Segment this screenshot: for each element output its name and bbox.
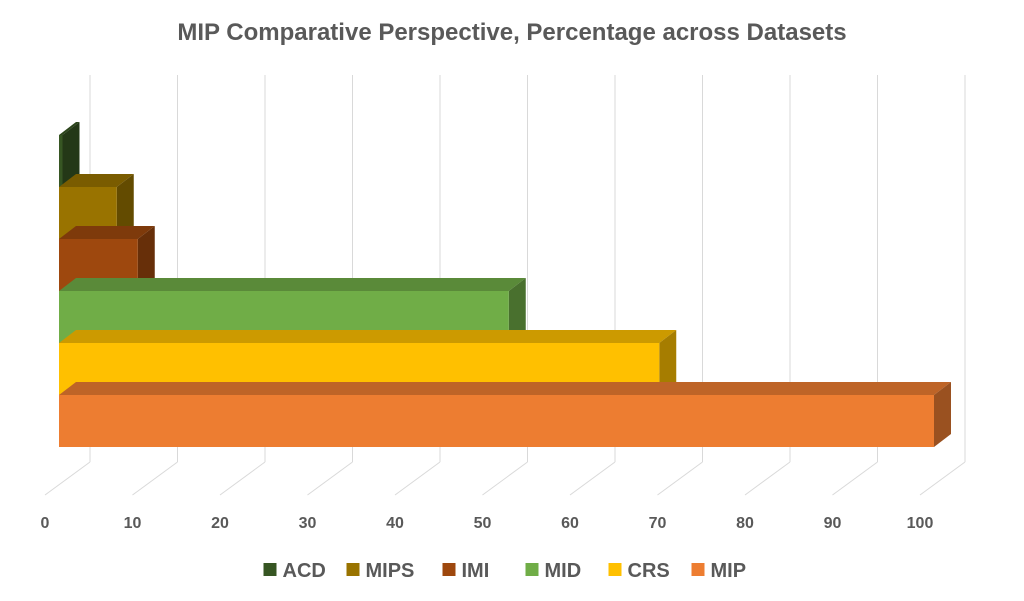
bar-top-face (59, 174, 134, 187)
legend-label: MID (545, 560, 582, 582)
bar-side-face (116, 174, 134, 239)
x-tick-label: 20 (211, 515, 229, 532)
x-tick-label: 40 (386, 515, 404, 532)
floor-gridline (569, 461, 616, 496)
floor-gridline (657, 461, 703, 496)
x-tick-label: 90 (824, 515, 842, 532)
legend-item-mid: MID (525, 560, 582, 582)
x-tick-label: 60 (561, 515, 579, 532)
legend-label: CRS (628, 560, 670, 582)
bar-top-face (59, 122, 80, 135)
legend-item-acd: ACD (263, 560, 326, 582)
floor-gridline (832, 461, 878, 496)
legend-label: IMI (462, 560, 490, 582)
legend-item-mip: MIP (691, 560, 747, 582)
bar-acd (59, 122, 80, 187)
floor-gridline (482, 461, 528, 496)
bar-front-face (59, 135, 63, 187)
legend-label: ACD (283, 560, 326, 582)
legend-swatch (525, 563, 539, 576)
x-tick-label: 100 (907, 515, 934, 532)
bar-side-face (659, 330, 677, 395)
legend-swatch (691, 563, 705, 576)
bar-top-face (59, 382, 951, 395)
legend-swatch (442, 563, 456, 576)
floor-gridline (744, 461, 791, 496)
bar-side-face (137, 226, 155, 291)
x-tick-label: 30 (299, 515, 317, 532)
floor-gridline (919, 461, 966, 496)
x-tick-label: 10 (124, 515, 142, 532)
floor-gridline (307, 461, 353, 496)
bar-mip (59, 382, 951, 447)
floor-gridline (132, 461, 178, 496)
bar-top-face (59, 226, 155, 239)
floor-gridline (44, 461, 91, 496)
legend-item-imi: IMI (442, 560, 490, 582)
legend-item-crs: CRS (608, 560, 670, 582)
legend-swatch (608, 563, 622, 576)
x-tick-label: 50 (474, 515, 492, 532)
floor-gridline (219, 461, 266, 496)
x-tick-label: 80 (736, 515, 754, 532)
legend-item-mips: MIPS (346, 560, 415, 582)
floor-gridline (394, 461, 441, 496)
bar-top-face (59, 330, 677, 343)
bar-side-face (934, 382, 951, 447)
legend-swatch (346, 563, 360, 576)
bar-side-face (62, 122, 80, 187)
legend-label: MIPS (366, 560, 415, 582)
bar-front-face (59, 395, 934, 447)
x-tick-label: 70 (649, 515, 667, 532)
chart-title: MIP Comparative Perspective, Percentage … (177, 19, 846, 46)
x-tick-label: 0 (41, 515, 50, 532)
legend-swatch (263, 563, 277, 576)
bar-side-face (508, 278, 526, 343)
legend-label: MIP (711, 560, 747, 582)
bar-top-face (59, 278, 526, 291)
